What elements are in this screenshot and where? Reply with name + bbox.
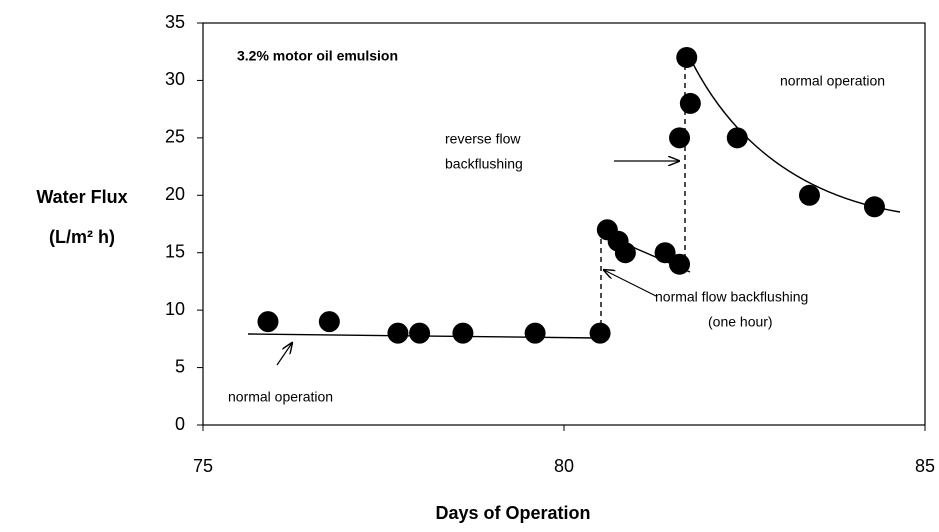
- y-tick-label: 25: [165, 127, 185, 147]
- annotation: normal operation: [780, 73, 885, 89]
- arrows: [276, 161, 679, 366]
- point: [863, 196, 885, 218]
- arrow: [604, 270, 657, 297]
- y-axis-label: Water Flux: [36, 187, 127, 207]
- annotation: (one hour): [708, 314, 773, 330]
- x-tick-label: 80: [554, 456, 574, 476]
- point: [669, 253, 691, 275]
- x-tick-label: 75: [193, 456, 213, 476]
- y-tick-label: 35: [165, 12, 185, 32]
- annotation: 3.2% motor oil emulsion: [237, 48, 398, 64]
- point: [669, 127, 691, 149]
- y-tick-label: 5: [175, 356, 185, 376]
- point: [409, 322, 431, 344]
- point: [726, 127, 748, 149]
- arrow: [276, 343, 292, 366]
- y-tick-label: 15: [165, 241, 185, 261]
- point: [676, 46, 698, 68]
- y-tick-label: 30: [165, 69, 185, 89]
- point: [589, 322, 611, 344]
- annotation: normal operation: [228, 389, 333, 405]
- point: [798, 184, 820, 206]
- point: [654, 242, 676, 264]
- point: [524, 322, 546, 344]
- y-axis-label: (L/m² h): [49, 227, 115, 247]
- y-tick-label: 20: [165, 184, 185, 204]
- annotation: backflushing: [445, 156, 523, 172]
- point: [679, 92, 701, 114]
- annotation: reverse flow: [445, 131, 521, 147]
- annotation: normal flow backflushing: [655, 289, 808, 305]
- point: [257, 311, 279, 333]
- point: [452, 322, 474, 344]
- x-tick-label: 85: [915, 456, 935, 476]
- y-tick-label: 10: [165, 299, 185, 319]
- y-tick-label: 0: [175, 414, 185, 434]
- point: [614, 242, 636, 264]
- point: [318, 311, 340, 333]
- point: [387, 322, 409, 344]
- x-axis-label: Days of Operation: [435, 503, 590, 523]
